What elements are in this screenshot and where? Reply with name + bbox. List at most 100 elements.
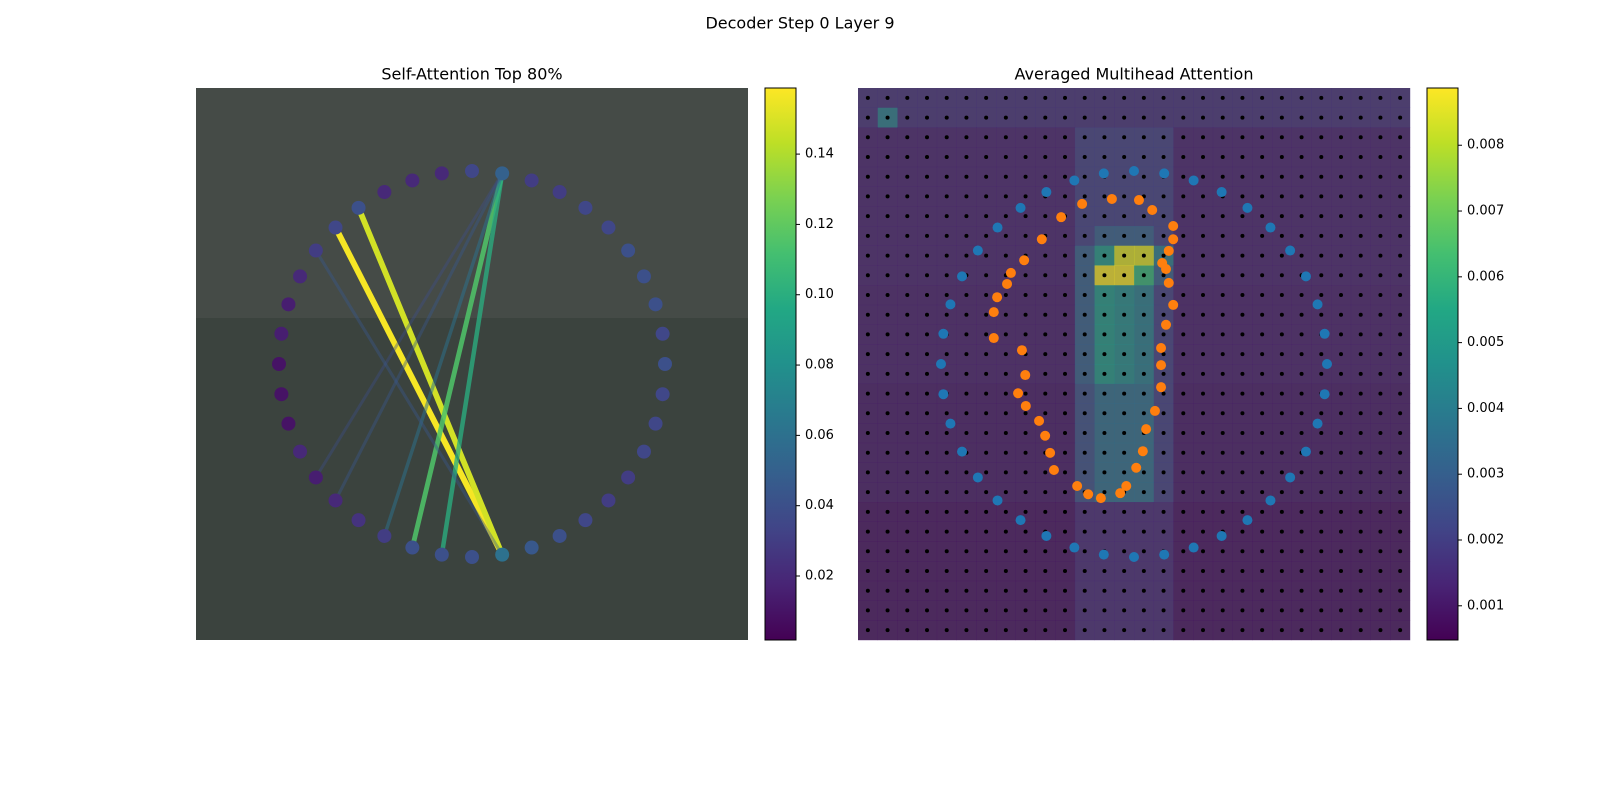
grid-dot [964,253,969,258]
grid-dot [1220,628,1225,633]
grid-dot [1260,115,1265,120]
grid-dot [1378,529,1383,534]
grid-dot [964,95,969,100]
grid-dot [1398,312,1403,317]
grid-dot [1358,233,1363,238]
grid-dot [925,95,929,100]
grid-dot [1260,332,1265,337]
grid-dot [1102,135,1107,140]
grid-dot [1299,253,1304,258]
grid-dot [1043,509,1048,514]
grid-dot [1122,371,1127,376]
node [405,540,420,555]
grid-dot [1082,431,1087,435]
grid-dot [1102,470,1107,475]
grid-dot [1358,529,1363,534]
grid-dot [1240,293,1245,297]
grid-dot [865,312,870,317]
grid-dot [1279,628,1284,633]
grid-dot [1378,253,1383,258]
grid-dot [1358,628,1363,633]
grid-dot [1063,135,1067,140]
grid-dot [1378,95,1383,100]
grid-dot [1398,608,1403,613]
grid-dot [1279,293,1284,297]
grid-dot [1339,155,1343,159]
grid-dot [1279,214,1284,219]
sample-point [1040,430,1051,441]
grid-dot [925,529,929,534]
grid-dot [964,293,969,297]
grid-dot [964,608,969,613]
grid-dot [1398,569,1403,573]
grid-dot [964,411,969,416]
grid-dot [1003,411,1008,416]
grid-dot [1161,628,1166,633]
grid-dot [1003,490,1008,495]
grid-dot [1063,391,1067,396]
grid-dot [1023,628,1028,633]
grid-dot [1181,352,1186,357]
grid-dot [1003,214,1008,219]
grid-dot [1240,371,1245,376]
grid-dot [1201,155,1205,159]
grid-dot [1043,569,1048,573]
grid-dot [1063,273,1067,278]
grid-dot [1339,490,1343,495]
grid-dot [1240,233,1245,238]
grid-dot [885,431,890,435]
grid-dot [1339,608,1343,613]
grid-dot [944,588,949,593]
grid-dot [1003,569,1008,573]
node [274,387,289,402]
grid-dot [1141,155,1146,159]
grid-dot [1378,411,1383,416]
query-point [1129,552,1139,562]
grid-dot [1260,352,1265,357]
grid-dot [1161,509,1166,514]
grid-dot [1122,155,1127,159]
grid-dot [1201,450,1205,455]
grid-dot [1023,470,1028,475]
grid-dot [1378,312,1383,317]
grid-dot [1141,588,1146,593]
colorbar-tick-label: 0.003 [1467,467,1504,482]
grid-dot [1122,194,1127,199]
grid-dot [1378,332,1383,337]
grid-dot [865,371,870,376]
grid-dot [1299,549,1304,554]
grid-dot [1339,233,1343,238]
grid-dot [1299,490,1304,495]
grid-dot [1339,312,1343,317]
query-point [1312,418,1323,429]
grid-dot [1201,549,1205,554]
grid-dot [1260,509,1265,514]
sample-point [1005,267,1016,278]
grid-dot [1279,273,1284,278]
grid-dot [944,273,949,278]
grid-dot [1378,135,1383,140]
node [434,166,449,181]
grid-dot [1003,312,1008,317]
grid-dot [1220,273,1225,278]
grid-dot [1063,332,1067,337]
grid-dot [1122,549,1127,554]
grid-dot [1161,95,1166,100]
node [495,547,510,562]
grid-dot [1220,608,1225,613]
grid-dot [1003,233,1008,238]
grid-dot [1220,371,1225,376]
grid-dot [885,214,890,219]
grid-dot [1082,135,1087,140]
query-point [1265,495,1276,506]
grid-dot [1082,411,1087,416]
grid-dot [1358,174,1363,179]
grid-dot [1161,293,1166,297]
grid-dot [885,312,890,317]
grid-dot [865,194,870,199]
grid-dot [1279,588,1284,593]
attention-edge [382,171,504,538]
grid-dot [1398,293,1403,297]
grid-dot [1358,135,1363,140]
